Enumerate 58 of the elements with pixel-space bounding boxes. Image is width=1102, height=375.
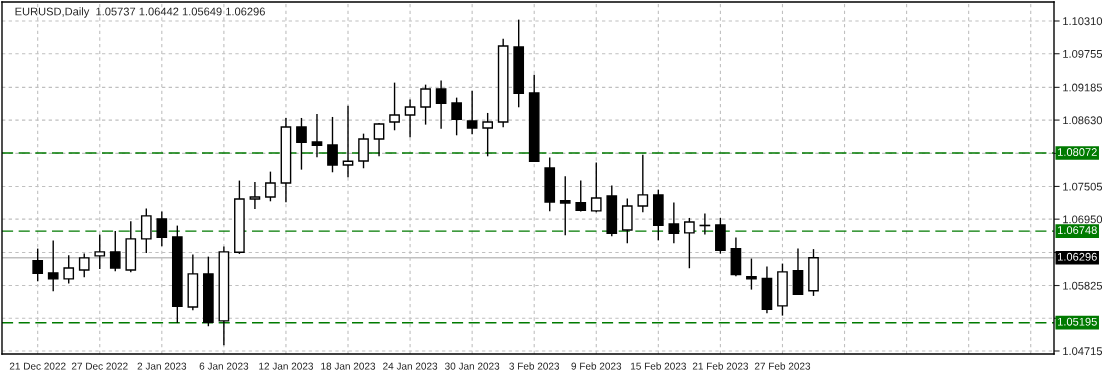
candlestick: [311, 113, 323, 158]
x-tick-label: 24 Jan 2023: [383, 362, 438, 370]
candlestick: [451, 96, 462, 136]
candlestick: [327, 116, 338, 173]
candlestick: [792, 247, 804, 296]
y-tick-label: 1.05825: [1063, 281, 1102, 290]
candlestick: [358, 132, 369, 169]
y-tick-label: 1.10310: [1063, 17, 1102, 26]
candlestick: [32, 247, 44, 282]
candlestick: [420, 83, 431, 126]
x-tick-label: 6 Jan 2023: [199, 362, 249, 370]
x-tick-label: 27 Dec 2022: [71, 362, 128, 370]
y-tick-label: 1.04715: [1063, 347, 1102, 356]
candlestick: [435, 79, 447, 130]
candlestick: [559, 175, 571, 236]
x-tick-label: 12 Jan 2023: [259, 362, 314, 370]
candlestick: [265, 170, 276, 202]
candlestick: [296, 117, 307, 171]
candlestick: [78, 252, 90, 278]
candlestick: [373, 122, 385, 157]
x-tick-label: 30 Jan 2023: [445, 362, 500, 370]
candlestick: [109, 230, 121, 272]
chart-title: EURUSD,Daily 1.05737 1.06442 1.05649 1.06296: [15, 7, 265, 18]
candlestick: [590, 161, 602, 213]
candlestick: [342, 104, 354, 178]
ref-line-label: 1.06748: [1058, 226, 1097, 235]
x-tick-label: 21 Feb 2023: [692, 362, 749, 370]
candlestick: [389, 81, 400, 131]
candlestick: [249, 181, 261, 210]
ref-line-label: 1.08072: [1058, 148, 1097, 156]
candlestick: [94, 233, 106, 270]
y-tick-label: 1.09755: [1063, 49, 1102, 58]
x-tick-label: 9 Feb 2023: [571, 362, 622, 370]
y-tick-label: 1.07505: [1063, 182, 1102, 191]
y-tick-label: 1.06950: [1063, 215, 1102, 224]
candlestick: [637, 153, 649, 213]
candlestick: [404, 98, 416, 138]
candlestick: [575, 179, 587, 213]
candlestick: [47, 239, 59, 292]
candlestick: [621, 197, 633, 244]
candlestick: [746, 257, 757, 291]
x-tick-label: 15 Feb 2023: [631, 362, 686, 370]
candlestick: [140, 207, 152, 254]
x-tick-label: 3 Feb 2023: [509, 362, 560, 370]
candlestick: [668, 201, 680, 244]
candlestick: [482, 112, 494, 157]
y-tick-label: 1.09185: [1063, 83, 1102, 92]
x-tick-label: 21 Dec 2022: [9, 362, 66, 370]
ref-line-label: 1.05195: [1058, 317, 1097, 326]
ref-line-label: 1.06296: [1058, 252, 1097, 261]
y-tick-label: 1.08630: [1063, 116, 1102, 125]
candlestick: [63, 254, 75, 285]
candlestick: [156, 210, 168, 247]
x-tick-label: 18 Jan 2023: [321, 362, 376, 370]
x-tick-label: 2 Jan 2023: [137, 362, 187, 370]
candlestick: [684, 217, 695, 269]
candlestick: [466, 89, 478, 135]
x-tick-label: 27 Feb 2023: [754, 362, 811, 370]
